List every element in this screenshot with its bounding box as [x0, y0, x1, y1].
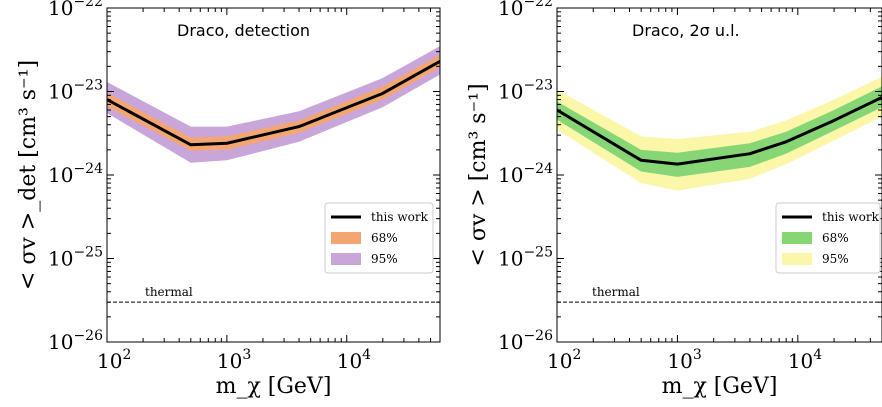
reference-line-upper-limit: thermal: [557, 285, 882, 303]
legend-label: this work: [822, 210, 880, 224]
series-line-this-work: [107, 59, 440, 147]
x-tick-label: 102: [97, 347, 131, 373]
legend-upper-limit: this work 68% 95%: [775, 202, 881, 274]
ticks-detection: 102 103 104 10−26 10−25 10−24 10−23 10−22: [48, 0, 441, 373]
bands-detection: [107, 46, 440, 163]
band-95pct: [107, 46, 440, 163]
x-tick-label: 103: [217, 347, 251, 373]
legend-detection: this work 68% 95%: [324, 202, 434, 274]
y-tick-label: 10−23: [498, 78, 553, 104]
lines-detection: [107, 59, 440, 147]
y-tick-label: 10−23: [48, 78, 103, 104]
y-tick-label: 10−22: [498, 0, 553, 20]
legend-swatch-68pct: [331, 232, 361, 244]
y-axis-label-upper-limit: < σv > [cm³ s⁻¹]: [466, 83, 491, 266]
chart-title-detection: Draco, detection: [177, 21, 310, 40]
thermal-label: thermal: [592, 285, 640, 299]
chart-panel-detection: thermal 102 103 104 10−26 10−25 10−24 10−23 10−…: [16, 0, 441, 399]
legend-label: 95%: [822, 252, 849, 266]
reference-line-detection: thermal: [107, 285, 440, 303]
y-tick-label: 10−25: [498, 245, 553, 271]
legend-label: this work: [371, 210, 429, 224]
thermal-label: thermal: [145, 285, 193, 299]
y-tick-label: 10−25: [48, 245, 103, 271]
x-tick-label: 102: [547, 347, 581, 373]
legend-label: 68%: [371, 231, 398, 245]
y-axis-label-detection: < σv >_det [cm³ s⁻¹]: [16, 60, 41, 290]
legend-label: 68%: [822, 231, 849, 245]
y-tick-label: 10−24: [48, 161, 103, 187]
legend-swatch-95pct: [782, 253, 812, 265]
band-68pct: [557, 86, 882, 177]
bands-upper-limit: [557, 76, 882, 191]
x-tick-label: 104: [788, 347, 822, 373]
chart-panel-upper-limit: thermal 102 103 104 10−26 10−25 10−24 10−23 10−…: [466, 0, 882, 399]
series-line-this-work: [557, 96, 882, 166]
y-tick-label: 10−26: [498, 328, 553, 354]
y-tick-label: 10−24: [498, 161, 553, 187]
ticks-upper-limit: 102 103 104 10−26 10−25 10−24 10−23 10−22: [498, 0, 882, 373]
x-tick-label: 104: [337, 347, 371, 373]
x-axis-label-detection: m_χ [GeV]: [216, 374, 332, 399]
y-tick-label: 10−26: [48, 328, 103, 354]
x-axis-label-upper-limit: m_χ [GeV]: [662, 374, 778, 399]
y-tick-label: 10−22: [48, 0, 103, 20]
legend-swatch-68pct: [782, 232, 812, 244]
legend-label: 95%: [371, 252, 398, 266]
x-tick-label: 103: [667, 347, 701, 373]
chart-title-upper-limit: Draco, 2σ u.l.: [632, 21, 740, 40]
lines-upper-limit: [557, 96, 882, 166]
legend-swatch-95pct: [331, 253, 361, 265]
